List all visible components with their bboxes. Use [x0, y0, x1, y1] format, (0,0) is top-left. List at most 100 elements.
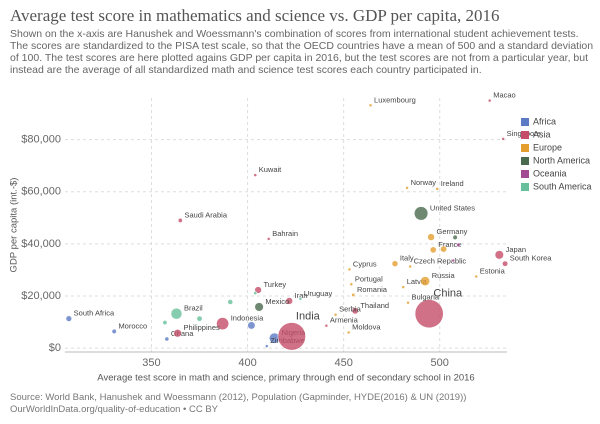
point-label: Indonesia — [231, 314, 264, 323]
point-label: China — [433, 287, 463, 299]
bubble — [173, 329, 182, 338]
point-label: Kuwait — [259, 165, 282, 174]
legend-label: Oceania — [533, 168, 567, 178]
bubble — [427, 233, 435, 241]
point-label: Macao — [493, 91, 516, 100]
footer: Source: World Bank, Hanushek and Woessma… — [10, 392, 466, 416]
point-label: Italy — [400, 254, 414, 263]
point-label: Thailand — [360, 301, 389, 310]
chart-subtitle: Shown on the x-axis are Hanushek and Woe… — [10, 28, 594, 76]
point-label: Cyprus — [353, 259, 377, 268]
point-label: Saudi Arabia — [184, 210, 227, 219]
bubble — [333, 312, 338, 317]
bubble — [405, 186, 409, 190]
bubble — [177, 218, 183, 223]
point-label: Brazil — [184, 304, 203, 313]
bubble — [285, 297, 293, 305]
legend-label: Africa — [533, 116, 556, 126]
bubble — [487, 98, 492, 103]
bubble — [368, 103, 373, 108]
y-tick-label: $60,000 — [21, 186, 61, 198]
point-label: Mexico — [265, 297, 289, 306]
bubble — [253, 291, 258, 295]
bubble — [414, 206, 429, 221]
chart-title: Average test score in mathematics and sc… — [10, 6, 500, 25]
y-tick-label: $40,000 — [21, 238, 61, 250]
bubble — [196, 315, 203, 322]
point-label: Ireland — [441, 179, 464, 188]
header: Average test score in mathematics and sc… — [10, 6, 595, 76]
bubble — [254, 302, 264, 312]
x-tick-label: 450 — [334, 357, 352, 369]
bubble — [277, 322, 306, 351]
bubble — [474, 274, 479, 279]
legend-swatch — [521, 144, 529, 152]
bubble — [164, 336, 170, 342]
y-tick-label: $0 — [49, 342, 61, 354]
bubble — [162, 320, 168, 325]
bubble — [351, 307, 359, 315]
point-label: Morocco — [118, 321, 147, 330]
y-tick-label: $20,000 — [21, 290, 61, 302]
bubble — [266, 237, 271, 241]
point-label: Romania — [357, 285, 388, 294]
legend-swatch — [521, 170, 529, 178]
legend-label: Europe — [533, 142, 562, 152]
bubble — [420, 276, 430, 286]
point-label: Czech Republic — [414, 257, 467, 266]
bubble — [401, 285, 405, 289]
bubble — [440, 245, 447, 253]
bubble — [414, 299, 444, 329]
legend-label: Asia — [533, 129, 551, 139]
bubble — [494, 250, 504, 260]
point-label: Portugal — [355, 274, 383, 283]
source: Source: World Bank, Hanushek and Woessma… — [10, 392, 467, 403]
bubble — [247, 321, 256, 330]
point-label: Philippines — [183, 323, 220, 332]
bubble — [65, 315, 72, 322]
bubble — [298, 297, 303, 301]
point-label: Norway — [411, 178, 437, 187]
bubble — [429, 246, 437, 254]
legend-swatch — [521, 183, 529, 191]
x-tick-label: 400 — [238, 357, 256, 369]
bubble — [351, 292, 356, 297]
point-label: United States — [430, 203, 475, 212]
x-axis-label: Average test score in math and science, … — [97, 373, 474, 384]
bubble — [406, 301, 410, 305]
bubble — [346, 330, 351, 335]
bubble — [501, 137, 505, 141]
bubble — [324, 323, 329, 328]
legend-label: South America — [533, 181, 592, 191]
point-label: South Korea — [510, 254, 553, 263]
point-label: India — [296, 310, 321, 322]
point-label: Bahrain — [272, 229, 298, 238]
bubble — [452, 234, 458, 240]
point-label: Serbia — [339, 305, 362, 314]
chart: GDP per capita (int.-$) Average test sco… — [9, 91, 592, 384]
point-label: Iran — [295, 291, 308, 300]
point-label: Armenia — [330, 316, 359, 325]
bubble — [347, 267, 352, 272]
x-tick-label: 500 — [431, 357, 449, 369]
bubble — [111, 328, 117, 334]
point-label: Uruguay — [304, 289, 333, 298]
point-label: Bulgaria — [412, 293, 440, 302]
point-label: Ghana — [171, 329, 194, 338]
point-label: France — [438, 240, 461, 249]
point-label: Luxembourg — [374, 95, 416, 104]
bubble — [502, 260, 509, 267]
legend-swatch — [521, 118, 529, 126]
footer-link: OurWorldInData.org/quality-of-education … — [10, 404, 219, 415]
point-label: Estonia — [480, 266, 506, 275]
bubble — [265, 344, 269, 348]
x-tick-label: 350 — [142, 357, 160, 369]
legend-swatch — [521, 157, 529, 165]
bubble — [170, 307, 183, 320]
bubble — [253, 173, 258, 177]
point-label: Moldova — [352, 322, 381, 331]
y-tick-label: $80,000 — [21, 134, 61, 146]
point-label: South Africa — [74, 309, 115, 318]
bubble — [435, 187, 439, 191]
